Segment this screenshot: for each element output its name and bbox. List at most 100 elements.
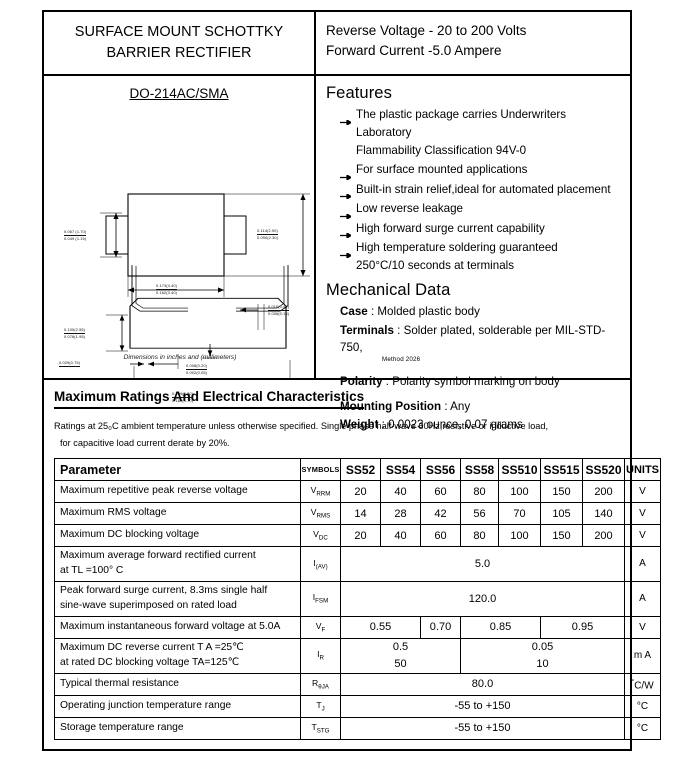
col-part-ss520: SS520: [582, 458, 625, 482]
row-value-125c: 50: [394, 657, 407, 670]
row-description: Maximum average forward rectified curren…: [54, 546, 301, 582]
col-part-ss58: SS58: [460, 458, 499, 482]
row-value: 42: [420, 502, 461, 526]
row-value: 20: [340, 524, 381, 548]
row-unit: °C: [624, 716, 661, 740]
row-value: 14: [340, 502, 381, 526]
row-value: 40: [380, 524, 421, 548]
col-part-ss56: SS56: [420, 458, 461, 482]
col-units: UNITS: [624, 458, 661, 482]
feature-text: High temperature soldering guaranteed: [356, 241, 558, 255]
row-unit: °C: [624, 694, 661, 718]
row-value-merged: 0.55: [340, 615, 421, 639]
row-description-line1: Maximum average forward rectified curren…: [60, 550, 256, 562]
dim-overall-length: 0.209(5.30) 0.185(4.70): [172, 391, 193, 403]
product-title-line1: SURFACE MOUNT SCHOTTKY: [74, 23, 284, 40]
row-description: Storage temperature range: [54, 716, 301, 740]
table-header-row: Parameter SYMBOLS SS52 SS54 SS56 SS58 SS…: [54, 458, 661, 482]
mech-case-label: Case: [340, 305, 368, 319]
ratings-section: Maximum Ratings And Electrical Character…: [44, 380, 661, 740]
bullet-arrow-icon: [340, 168, 353, 181]
table-row: Maximum average forward rectified curren…: [54, 546, 661, 582]
row-value: 100: [498, 524, 541, 548]
bullet-arrow-icon: [340, 226, 353, 240]
row-symbol: VRRM: [300, 480, 341, 504]
drawing-caption: Dimensions in inches and (millimeters): [123, 354, 237, 361]
row-value-merged: 120.0: [340, 580, 625, 617]
col-part-ss515: SS515: [540, 458, 583, 482]
row-value-merged: 0.95: [540, 615, 625, 639]
row-unit: V: [624, 615, 661, 639]
mech-polarity-row: Polarity : Polarity symbol marking on bo…: [340, 373, 624, 390]
bullet-arrow-icon: [340, 207, 353, 220]
row-description: Typical thermal resistance: [54, 672, 301, 696]
feature-text: The plastic package carries Underwriters…: [356, 108, 567, 139]
dim-lead-thickness: 0.016(0.41) 0.006(0.15): [268, 304, 289, 316]
row-unit: V: [624, 480, 661, 504]
table-row: Storage temperature range TSTG -55 to +1…: [54, 716, 661, 740]
row-value: 60: [420, 524, 461, 548]
feature-text: High forward surge current capability: [356, 221, 545, 235]
mech-case-row: Case : Molded plastic body: [340, 303, 624, 320]
row-value: 200: [582, 480, 625, 504]
mech-terminals-method: Method 2026: [382, 356, 421, 364]
features-list: The plastic package carries Underwriters…: [326, 106, 624, 275]
row-description-line1: Maximum DC reverse current T A =25℃: [60, 641, 244, 653]
product-title: SURFACE MOUNT SCHOTTKY BARRIER RECTIFIER: [44, 12, 316, 74]
table-row: Typical thermal resistance RθJA 80.0 °°C…: [54, 672, 661, 696]
dim-width-right: 0.114(2.90) 0.090(2.30): [257, 228, 278, 240]
document-frame: SURFACE MOUNT SCHOTTKY BARRIER RECTIFIER…: [42, 10, 661, 751]
row-value: 40: [380, 480, 421, 504]
row-unit: V: [624, 524, 661, 548]
characteristics-table: Parameter SYMBOLS SS52 SS54 SS56 SS58 SS…: [54, 458, 661, 740]
table-row: Maximum instantaneous forward voltage at…: [54, 615, 661, 639]
mech-weight-row: Weight : 0.0023 ounce, 0.07 grams: [340, 416, 624, 433]
package-drawing-panel: DO-214AC/SMA: [44, 76, 316, 409]
row-symbol: IR: [300, 637, 341, 674]
row-unit: V: [624, 502, 661, 526]
row-value: 28: [380, 502, 421, 526]
mech-terminals-row: Terminals : Solder plated, solderable pe…: [340, 322, 624, 365]
dim-height-left: 0.067 (1.70) 0.049 (1.15): [64, 229, 87, 241]
mech-weight-label: Weight: [340, 418, 379, 432]
row-value: 60: [420, 480, 461, 504]
spacer: [340, 366, 624, 373]
features-panel: Features The plastic package carries Und…: [316, 76, 630, 431]
body-block: DO-214AC/SMA: [44, 76, 630, 431]
row-value-merged: 0.85: [460, 615, 541, 639]
row-symbol: RθJA: [300, 672, 341, 696]
bullet-arrow-icon: [340, 187, 353, 201]
col-symbols: SYMBOLS: [300, 458, 341, 482]
col-part-ss54: SS54: [380, 458, 421, 482]
table-row: Maximum repetitive peak reverse voltage …: [54, 480, 661, 504]
feature-item: Low reverse leakage: [340, 200, 624, 220]
header-block: SURFACE MOUNT SCHOTTKY BARRIER RECTIFIER…: [44, 12, 630, 76]
row-unit: °°C/WC/W: [624, 672, 661, 696]
dim-body-length: 0.173(4.40) 0.162(3.40): [156, 283, 177, 295]
headline-ratings: Reverse Voltage - 20 to 200 Volts Forwar…: [316, 12, 630, 74]
row-symbol: VDC: [300, 524, 341, 548]
mech-weight-value: : 0.0023 ounce, 0.07 grams: [381, 418, 523, 432]
row-symbol: TJ: [300, 694, 341, 718]
feature-item: For surface mounted applications: [340, 161, 624, 181]
row-value: 70: [498, 502, 541, 526]
row-symbol: TSTG: [300, 716, 341, 740]
row-value-125c: 10: [536, 657, 549, 670]
row-symbol: VRMS: [300, 502, 341, 526]
table-row: Maximum DC reverse current T A =25℃ at r…: [54, 637, 661, 674]
row-value-25c: 0.05: [531, 641, 554, 654]
row-description-line2: sine-wave superimposed on rated load: [60, 599, 237, 611]
row-value-merged: 0.05 10: [460, 637, 625, 674]
mech-polarity-label: Polarity: [340, 374, 383, 388]
row-value-merged: -55 to +150: [340, 694, 625, 718]
row-value: 150: [540, 480, 583, 504]
mech-mounting-row: Mounting Position : Any: [340, 398, 624, 415]
row-unit: A: [624, 546, 661, 582]
mechanical-heading: Mechanical Data: [326, 281, 451, 300]
feature-text-cont: 250°C/10 seconds at terminals: [356, 259, 515, 273]
feature-text: Built-in strain relief,ideal for automat…: [356, 182, 611, 196]
row-value-merged: 0.5 50: [340, 637, 461, 674]
row-symbol: I(AV): [300, 546, 341, 582]
ratings-note-line1: Ratings at 25₀C ambient temperature unle…: [54, 421, 549, 431]
dim-foot-thickness: 0.008(0.20) 0.002(0.05): [186, 363, 207, 375]
